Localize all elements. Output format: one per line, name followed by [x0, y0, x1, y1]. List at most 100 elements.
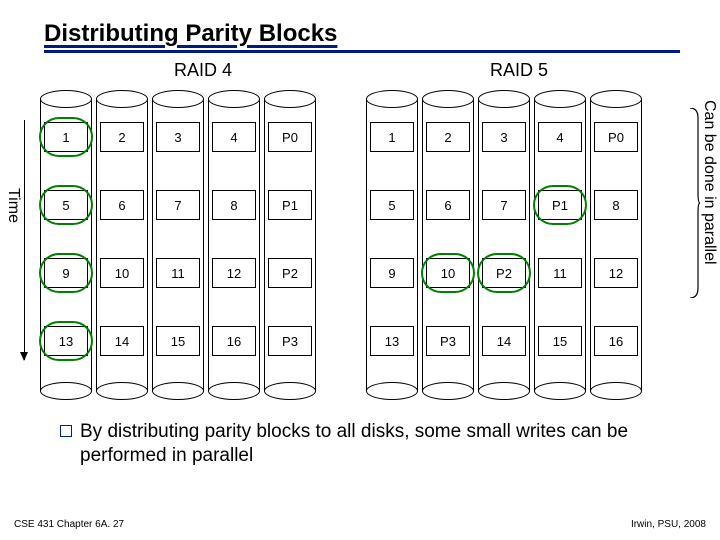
- time-arrow-icon: [24, 120, 25, 360]
- raid5-disk-4: P0 8 12 16: [590, 90, 642, 400]
- block-cell: P3: [426, 326, 470, 356]
- block-wrap: 3: [482, 122, 526, 152]
- block-wrap: 8: [594, 190, 638, 220]
- raid5-disk-3: 4P11115: [534, 90, 586, 400]
- cylinder-bottom: [422, 382, 474, 400]
- block-wrap: 13: [44, 326, 88, 356]
- block-cell: 7: [482, 190, 526, 220]
- block-cell: P1: [268, 190, 312, 220]
- block-cell: 13: [370, 326, 414, 356]
- block-wrap: 13: [370, 326, 414, 356]
- block-wrap: 10: [100, 258, 144, 288]
- block-cell: 2: [100, 122, 144, 152]
- block-wrap: 14: [100, 326, 144, 356]
- cylinder-top: [152, 90, 204, 108]
- raid4-disk-0: 15913: [40, 90, 92, 400]
- block-cell: 6: [426, 190, 470, 220]
- block-cell: 6: [100, 190, 144, 220]
- block-wrap: 11: [538, 258, 582, 288]
- block-wrap: P3: [268, 326, 312, 356]
- block-wrap: 4: [212, 122, 256, 152]
- block-cell: 9: [370, 258, 414, 288]
- block-wrap: 5: [44, 190, 88, 220]
- block-cell: 4: [212, 122, 256, 152]
- cylinder-top: [96, 90, 148, 108]
- block-wrap: 1: [44, 122, 88, 152]
- block-wrap: P2: [482, 258, 526, 288]
- block-wrap: 15: [156, 326, 200, 356]
- block-cell: 16: [212, 326, 256, 356]
- block-cell: P0: [268, 122, 312, 152]
- block-cell: 3: [156, 122, 200, 152]
- block-wrap: 12: [212, 258, 256, 288]
- block-cell: 10: [100, 258, 144, 288]
- raid4-disk-1: 2 6 10 14: [96, 90, 148, 400]
- brace-icon: [690, 108, 700, 298]
- bullet-icon: [60, 425, 72, 437]
- block-cell: P0: [594, 122, 638, 152]
- block-wrap: P0: [594, 122, 638, 152]
- block-wrap: P1: [268, 190, 312, 220]
- cylinder-top: [422, 90, 474, 108]
- block-cell: 3: [482, 122, 526, 152]
- block-cell: 10: [426, 258, 470, 288]
- block-cell: 8: [594, 190, 638, 220]
- block-cell: 4: [538, 122, 582, 152]
- cylinder-top: [208, 90, 260, 108]
- block-cell: 1: [370, 122, 414, 152]
- block-cell: P2: [482, 258, 526, 288]
- parallel-label: Can be done in parallel: [700, 100, 718, 265]
- slide-title: Distributing Parity Blocks: [44, 20, 337, 48]
- block-wrap: 12: [594, 258, 638, 288]
- block-wrap: 1: [370, 122, 414, 152]
- block-cell: 14: [100, 326, 144, 356]
- cylinder-bottom: [96, 382, 148, 400]
- cylinder-bottom: [264, 382, 316, 400]
- block-wrap: P3: [426, 326, 470, 356]
- block-cell: 11: [538, 258, 582, 288]
- block-cell: P2: [268, 258, 312, 288]
- block-cell: 12: [594, 258, 638, 288]
- raid5-disk-0: 1 5 9 13: [366, 90, 418, 400]
- cylinder-top: [264, 90, 316, 108]
- block-wrap: 3: [156, 122, 200, 152]
- bullet-text: By distributing parity blocks to all dis…: [80, 420, 660, 468]
- cylinder-bottom: [590, 382, 642, 400]
- block-wrap: 2: [426, 122, 470, 152]
- raid-diagram: 15913261014371115481216P0P1P2P3159132610…: [30, 90, 690, 400]
- block-wrap: 11: [156, 258, 200, 288]
- block-cell: 1: [44, 122, 88, 152]
- raid4-disk-4: P0 P1 P2 P3: [264, 90, 316, 400]
- block-wrap: 16: [594, 326, 638, 356]
- time-axis-label: Time: [4, 188, 22, 223]
- raid4-disk-3: 481216: [208, 90, 260, 400]
- block-cell: 13: [44, 326, 88, 356]
- cylinder-bottom: [152, 382, 204, 400]
- raid4-heading: RAID 4: [174, 60, 232, 81]
- block-wrap: 10: [426, 258, 470, 288]
- block-cell: 15: [538, 326, 582, 356]
- footer-left: CSE 431 Chapter 6A. 27: [14, 519, 124, 530]
- cylinder-bottom: [366, 382, 418, 400]
- block-wrap: 6: [426, 190, 470, 220]
- block-cell: 16: [594, 326, 638, 356]
- block-wrap: 5: [370, 190, 414, 220]
- raid5-disk-2: 37P214: [478, 90, 530, 400]
- cylinder-bottom: [208, 382, 260, 400]
- block-cell: 5: [44, 190, 88, 220]
- block-cell: 7: [156, 190, 200, 220]
- block-wrap: 4: [538, 122, 582, 152]
- cylinder-top: [40, 90, 92, 108]
- cylinder-top: [534, 90, 586, 108]
- block-wrap: 7: [156, 190, 200, 220]
- block-wrap: 2: [100, 122, 144, 152]
- block-wrap: 16: [212, 326, 256, 356]
- block-wrap: 6: [100, 190, 144, 220]
- cylinder-top: [478, 90, 530, 108]
- raid5-disk-1: 2 6 10 P3: [422, 90, 474, 400]
- raid4-disk-2: 3 7 11 15: [152, 90, 204, 400]
- block-cell: 15: [156, 326, 200, 356]
- block-cell: 11: [156, 258, 200, 288]
- block-wrap: 7: [482, 190, 526, 220]
- block-wrap: P2: [268, 258, 312, 288]
